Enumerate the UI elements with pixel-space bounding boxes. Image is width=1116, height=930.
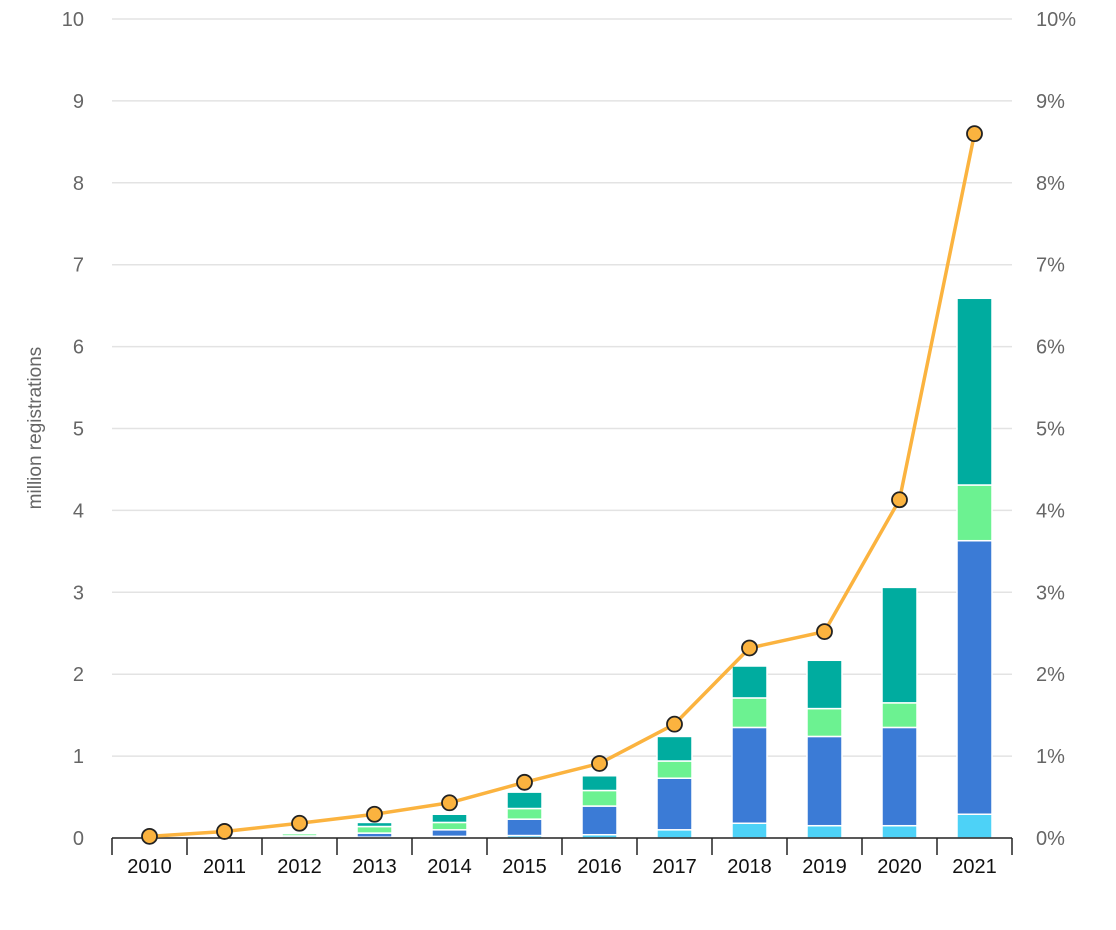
bar-segment bbox=[431, 813, 468, 824]
y2-tick-label: 4% bbox=[1036, 500, 1065, 522]
y-tick-label: 9 bbox=[73, 91, 84, 113]
gridlines bbox=[112, 18, 1012, 757]
y-tick-label: 7 bbox=[73, 255, 84, 277]
bar-segment bbox=[956, 297, 993, 486]
bar-segment bbox=[731, 697, 768, 729]
y2-tick-label: 9% bbox=[1036, 91, 1065, 113]
bars bbox=[131, 297, 993, 840]
bar-segment bbox=[806, 824, 843, 839]
bar-segment bbox=[356, 825, 393, 834]
line-point bbox=[216, 823, 233, 840]
bar-segment bbox=[506, 818, 543, 837]
y-tick-label: 3 bbox=[73, 582, 84, 604]
y-tick-label: 2 bbox=[73, 664, 84, 686]
bar-segment bbox=[731, 665, 768, 699]
line-point bbox=[966, 125, 983, 143]
x-tick-label: 2013 bbox=[352, 856, 397, 878]
y2-tick-label: 6% bbox=[1036, 337, 1065, 359]
bar-segment bbox=[356, 821, 393, 828]
share-line bbox=[141, 125, 983, 845]
line-point bbox=[141, 827, 158, 845]
y2-tick-label: 3% bbox=[1036, 582, 1065, 604]
bar-segment bbox=[581, 789, 618, 807]
line-point bbox=[291, 814, 308, 832]
y2-tick-label: 7% bbox=[1036, 255, 1065, 277]
bar-segment bbox=[656, 735, 693, 762]
y-tick-label: 0 bbox=[73, 828, 84, 850]
bar-segment bbox=[656, 829, 693, 839]
bar-segment bbox=[581, 805, 618, 836]
bar-segment bbox=[806, 735, 843, 827]
x-tick-label: 2019 bbox=[802, 856, 847, 878]
x-tick-label: 2018 bbox=[727, 856, 772, 878]
line-point bbox=[666, 715, 683, 733]
line-point bbox=[516, 773, 533, 791]
y-tick-label: 10 bbox=[62, 9, 84, 31]
bar-segment bbox=[881, 824, 918, 839]
bar-segment bbox=[956, 539, 993, 815]
x-axis bbox=[111, 837, 1013, 855]
x-tick-label: 2016 bbox=[577, 856, 622, 878]
y-axis-title: million registrations bbox=[25, 347, 46, 510]
line-point bbox=[591, 755, 608, 772]
y-tick-label: 6 bbox=[73, 337, 84, 359]
bar-segment bbox=[506, 791, 543, 810]
share-line-path bbox=[149, 133, 977, 839]
x-tick-label: 2017 bbox=[652, 856, 697, 878]
bar-segment bbox=[431, 829, 468, 838]
line-point bbox=[441, 794, 458, 812]
y2-tick-label: 8% bbox=[1036, 173, 1065, 195]
x-tick-label: 2021 bbox=[952, 856, 997, 878]
bar-segment bbox=[581, 775, 618, 792]
bar-segment bbox=[281, 831, 318, 835]
bar-segment bbox=[731, 822, 768, 839]
x-tick-label: 2015 bbox=[502, 856, 547, 878]
bar-segment bbox=[881, 726, 918, 827]
y2-tick-label: 2% bbox=[1036, 664, 1065, 686]
bar-segment bbox=[956, 813, 993, 839]
x-tick-label: 2010 bbox=[127, 856, 172, 878]
bar-segment bbox=[656, 760, 693, 779]
bar-segment bbox=[956, 484, 993, 542]
x-tick-label: 2011 bbox=[203, 856, 246, 878]
bar-segment bbox=[881, 586, 918, 704]
y2-tick-label: 0% bbox=[1036, 828, 1065, 850]
x-tick-label: 2014 bbox=[427, 856, 472, 878]
x-tick-label: 2012 bbox=[277, 856, 322, 878]
x-tick-label: 2020 bbox=[877, 856, 922, 878]
bar-segment bbox=[881, 702, 918, 729]
bar-segment bbox=[806, 707, 843, 738]
line-point bbox=[891, 491, 908, 509]
bar-segment bbox=[431, 821, 468, 831]
line-point bbox=[366, 805, 383, 823]
bar-segment bbox=[806, 659, 843, 710]
y-tick-label: 5 bbox=[73, 419, 84, 441]
y-tick-label: 8 bbox=[73, 173, 84, 195]
axis-labels: million registrations 0 1 2 3 4 5 6 7 8 9 10 0% 1% 2%… bbox=[25, 9, 1076, 878]
bar-segment bbox=[656, 777, 693, 831]
y-tick-label: 4 bbox=[73, 500, 84, 522]
bar-segment bbox=[506, 807, 543, 820]
y2-tick-label: 10% bbox=[1036, 9, 1076, 31]
y2-tick-label: 1% bbox=[1036, 746, 1065, 768]
y-tick-label: 1 bbox=[73, 746, 84, 768]
bar-segment bbox=[731, 726, 768, 825]
line-point bbox=[816, 623, 833, 641]
y2-tick-label: 5% bbox=[1036, 419, 1065, 441]
line-point bbox=[741, 639, 758, 657]
